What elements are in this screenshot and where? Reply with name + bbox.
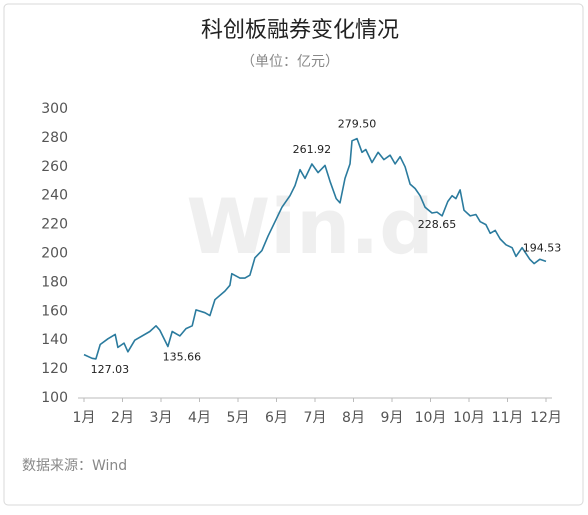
x-tick-label: 10月 — [415, 410, 447, 426]
x-tick-label: 1月 — [73, 410, 96, 426]
y-tick-label: 220 — [41, 217, 68, 233]
y-tick-label: 280 — [41, 130, 68, 146]
x-tick-label: 10月 — [453, 410, 485, 426]
value-label: 261.92 — [293, 143, 332, 156]
x-tick-label: 5月 — [227, 410, 250, 426]
x-tick-label: 6月 — [265, 410, 288, 426]
x-tick-label: 2月 — [111, 410, 134, 426]
y-tick-label: 240 — [41, 188, 68, 204]
source: 数据来源：Wind — [22, 458, 127, 474]
x-tick-label: 3月 — [150, 410, 173, 426]
y-tick-label: 260 — [41, 159, 68, 175]
subtitle: （单位：亿元） — [241, 54, 339, 70]
x-tick-label: 8月 — [342, 410, 365, 426]
y-tick-label: 160 — [41, 303, 68, 319]
x-tick-label: 11月 — [492, 410, 524, 426]
chart-title: 科创板融券变化情况 — [201, 18, 399, 43]
value-label: 279.50 — [338, 118, 377, 131]
y-tick-label: 180 — [41, 274, 68, 290]
value-label: 135.66 — [163, 350, 202, 363]
y-tick-label: 120 — [41, 361, 68, 377]
x-tick-label: 7月 — [304, 410, 327, 426]
x-tick-label: 12月 — [530, 410, 562, 426]
y-tick-label: 100 — [41, 390, 68, 406]
value-label: 228.65 — [418, 218, 457, 231]
y-tick-label: 300 — [41, 101, 68, 117]
value-label: 194.53 — [523, 241, 562, 254]
y-tick-label: 140 — [41, 332, 68, 348]
watermark: Win.d — [186, 182, 433, 271]
y-tick-label: 200 — [41, 246, 68, 262]
x-tick-label: 4月 — [188, 410, 211, 426]
x-tick-label: 9月 — [381, 410, 404, 426]
frame — [3, 3, 584, 506]
value-label: 127.03 — [91, 363, 130, 376]
line — [83, 137, 547, 360]
